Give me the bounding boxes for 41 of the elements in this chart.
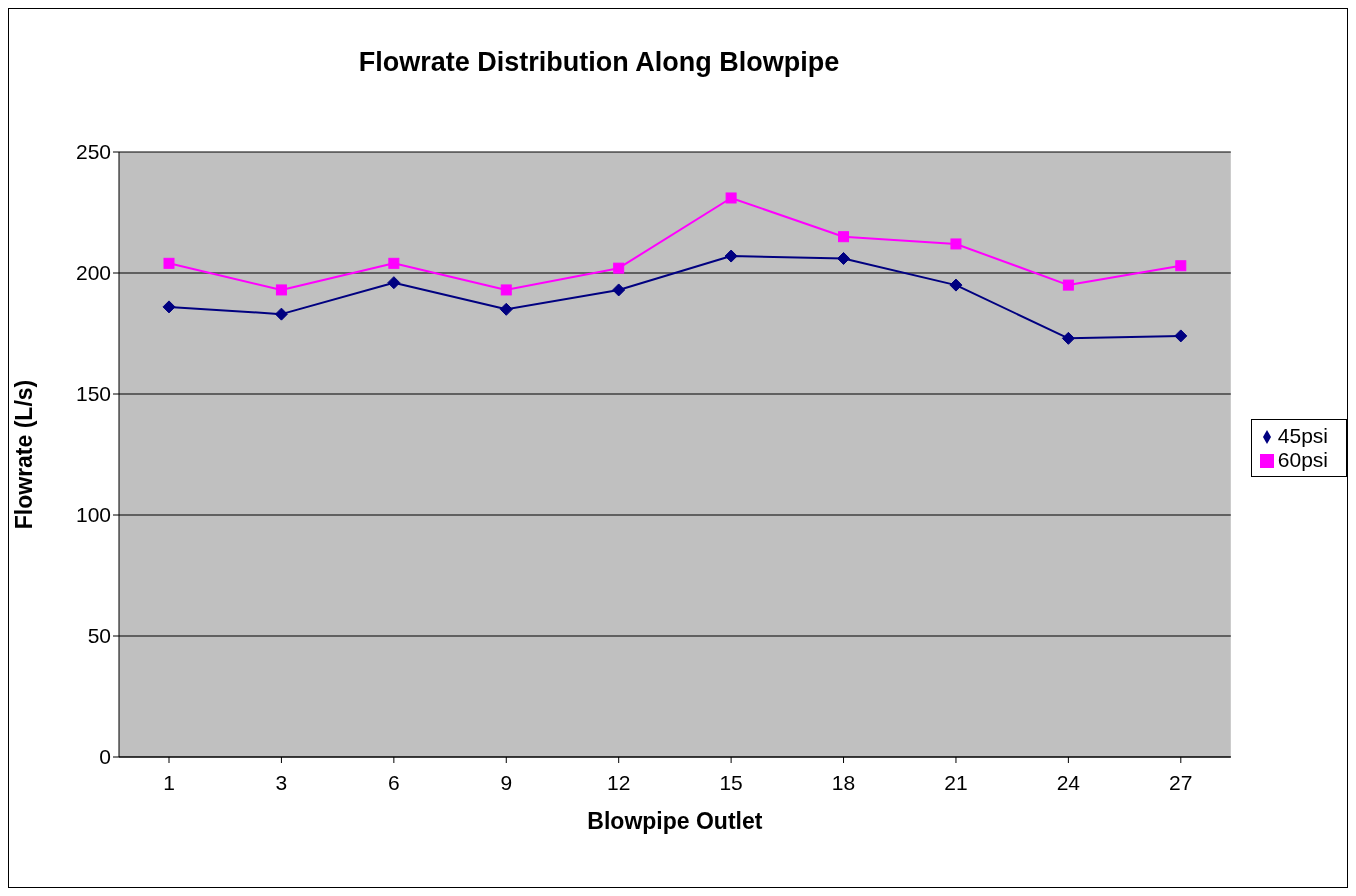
y-tick-label: 50 (87, 624, 111, 648)
chart-title: Flowrate Distribution Along Blowpipe (357, 47, 841, 78)
point (613, 262, 625, 274)
point (388, 257, 400, 269)
point (163, 257, 175, 269)
x-tick-label: 9 (500, 770, 513, 794)
point (1175, 260, 1187, 272)
point (612, 283, 626, 297)
point (274, 307, 288, 321)
x-tick-label: 21 (944, 770, 968, 794)
point (725, 192, 737, 204)
x-tick-label: 24 (1056, 770, 1081, 794)
x-tick-label: 3 (275, 770, 288, 794)
point (162, 300, 176, 314)
point (499, 302, 513, 316)
y-axis-title: Flowrate (L/s) (11, 379, 38, 530)
legend-label: 60psi (1277, 448, 1328, 471)
x-tick-label: 6 (388, 770, 400, 794)
legend-label: 45psi (1277, 424, 1328, 447)
x-tick-label: 18 (831, 770, 856, 794)
point (838, 231, 850, 243)
x-tick-label: 27 (1169, 770, 1193, 794)
point (837, 251, 851, 265)
point (387, 276, 401, 290)
point (1062, 279, 1074, 291)
y-tick-label: 100 (75, 503, 111, 527)
x-tick-label: 12 (607, 770, 631, 794)
point (1174, 329, 1188, 343)
point (1061, 331, 1075, 345)
point (500, 284, 512, 296)
point (275, 284, 287, 296)
y-tick-label: 250 (75, 140, 111, 164)
x-tick-label: 1 (163, 770, 175, 794)
point (949, 278, 963, 292)
point (724, 249, 738, 263)
point (950, 238, 962, 250)
y-tick-label: 200 (75, 261, 111, 285)
x-tick-label: 15 (719, 770, 743, 794)
y-tick-label: 150 (75, 382, 111, 406)
y-tick-label: 0 (99, 745, 111, 769)
x-axis-title: Blowpipe Outlet (587, 808, 763, 834)
